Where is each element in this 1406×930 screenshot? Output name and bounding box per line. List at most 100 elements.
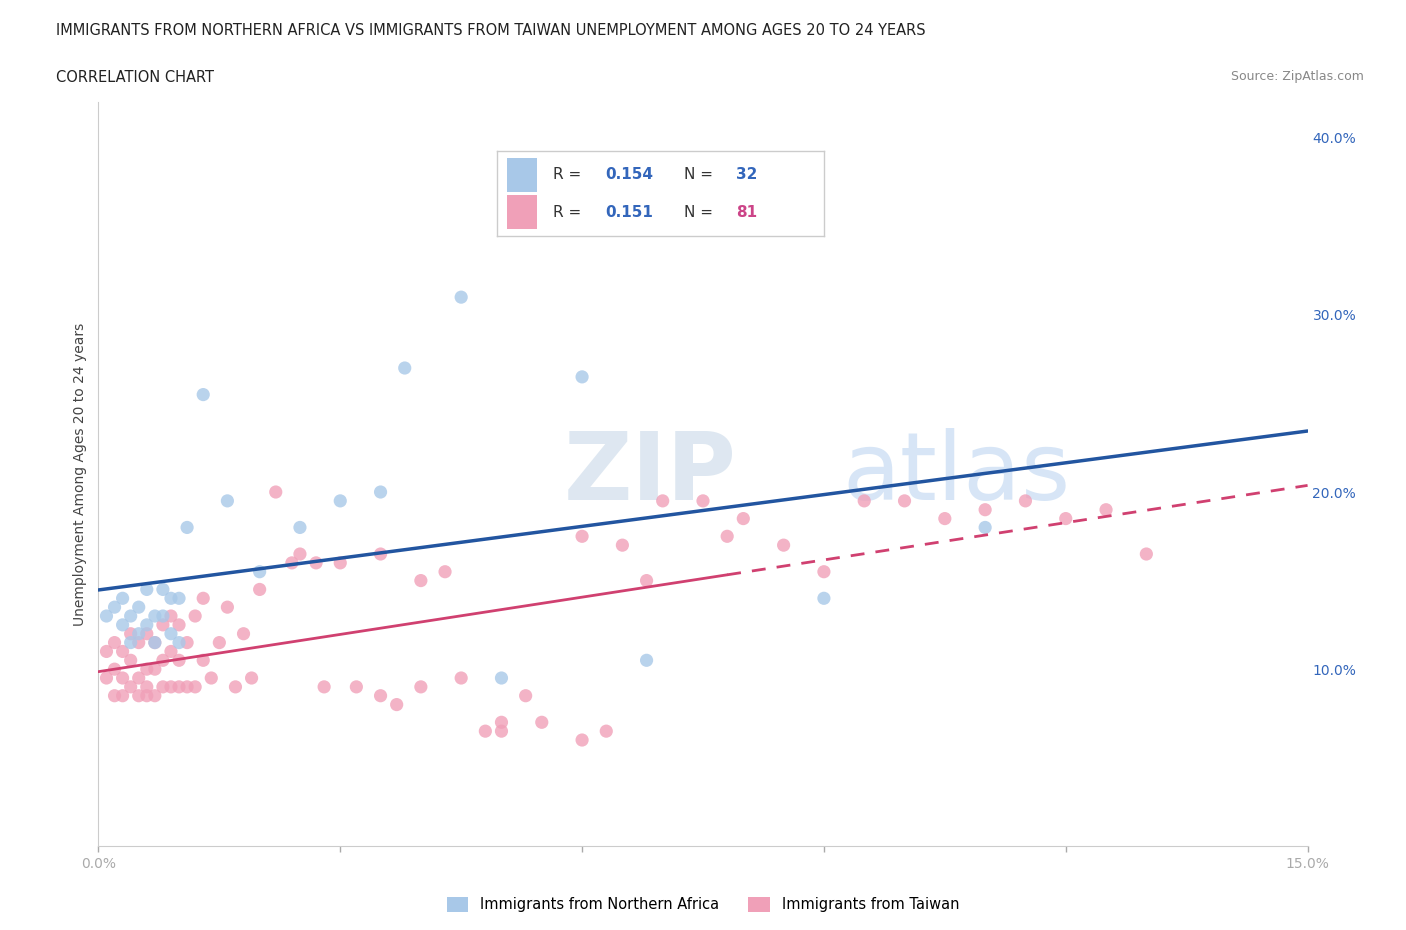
Point: [571, 733, 593, 748]
Point: [135, 582, 157, 597]
Point: [111, 591, 134, 605]
Point: [184, 680, 207, 695]
Point: [224, 680, 246, 695]
Point: [120, 608, 142, 623]
Point: [160, 626, 183, 641]
Point: [409, 680, 432, 695]
Point: [1054, 512, 1077, 526]
Point: [167, 653, 190, 668]
Point: [813, 565, 835, 579]
Point: [813, 591, 835, 605]
Point: [370, 547, 392, 562]
Text: atlas: atlas: [842, 429, 1070, 520]
Point: [450, 290, 472, 305]
Text: IMMIGRANTS FROM NORTHERN AFRICA VS IMMIGRANTS FROM TAIWAN UNEMPLOYMENT AMONG AGE: IMMIGRANTS FROM NORTHERN AFRICA VS IMMIG…: [56, 23, 927, 38]
Point: [1135, 547, 1157, 562]
Point: [176, 520, 198, 535]
Point: [853, 494, 876, 509]
Point: [111, 688, 134, 703]
Point: [128, 635, 150, 650]
Point: [152, 608, 174, 623]
Point: [160, 644, 183, 658]
Point: [394, 361, 416, 376]
Point: [314, 680, 336, 695]
Point: [733, 512, 755, 526]
Point: [288, 520, 311, 535]
Point: [974, 502, 997, 517]
Point: [167, 680, 190, 695]
Point: [249, 565, 271, 579]
Point: [651, 494, 673, 509]
Text: 0.151: 0.151: [605, 205, 652, 219]
Point: [370, 688, 392, 703]
Point: [217, 600, 239, 615]
Point: [120, 635, 142, 650]
Text: N =: N =: [683, 167, 717, 182]
Text: R =: R =: [553, 167, 586, 182]
Point: [595, 724, 617, 738]
Point: [135, 618, 157, 632]
Point: [120, 680, 142, 695]
FancyBboxPatch shape: [508, 157, 537, 192]
Point: [281, 555, 304, 570]
Text: 81: 81: [735, 205, 756, 219]
Point: [232, 626, 254, 641]
Point: [128, 671, 150, 685]
Y-axis label: Unemployment Among Ages 20 to 24 years: Unemployment Among Ages 20 to 24 years: [73, 323, 87, 626]
Point: [176, 680, 198, 695]
Text: N =: N =: [683, 205, 717, 219]
Point: [571, 529, 593, 544]
Point: [135, 662, 157, 677]
Point: [152, 582, 174, 597]
Point: [193, 387, 215, 402]
Point: [208, 635, 231, 650]
Point: [974, 520, 997, 535]
Point: [193, 591, 215, 605]
Point: [96, 608, 118, 623]
Point: [200, 671, 222, 685]
Point: [305, 555, 328, 570]
Point: [152, 618, 174, 632]
Point: [96, 644, 118, 658]
Point: [135, 626, 157, 641]
Text: ZIP: ZIP: [564, 429, 737, 520]
Point: [160, 680, 183, 695]
Text: R =: R =: [553, 205, 586, 219]
Point: [184, 608, 207, 623]
Point: [893, 494, 915, 509]
Point: [128, 626, 150, 641]
Point: [515, 688, 537, 703]
Point: [409, 573, 432, 588]
Point: [176, 635, 198, 650]
Point: [111, 671, 134, 685]
Point: [152, 653, 174, 668]
Point: [111, 644, 134, 658]
Point: [474, 724, 496, 738]
Point: [103, 600, 125, 615]
Text: CORRELATION CHART: CORRELATION CHART: [56, 70, 214, 85]
Point: [103, 662, 125, 677]
Point: [370, 485, 392, 499]
Point: [240, 671, 263, 685]
Point: [160, 591, 183, 605]
Point: [143, 608, 166, 623]
Point: [152, 680, 174, 695]
Point: [1095, 502, 1118, 517]
Point: [934, 512, 956, 526]
Point: [167, 591, 190, 605]
Point: [491, 724, 513, 738]
Text: 0.154: 0.154: [605, 167, 654, 182]
Point: [143, 662, 166, 677]
Point: [160, 608, 183, 623]
Point: [612, 538, 634, 552]
Point: [143, 635, 166, 650]
Point: [571, 369, 593, 384]
Point: [249, 582, 271, 597]
Point: [103, 635, 125, 650]
Point: [264, 485, 287, 499]
Text: Source: ZipAtlas.com: Source: ZipAtlas.com: [1230, 70, 1364, 83]
Point: [120, 653, 142, 668]
Point: [193, 653, 215, 668]
Point: [135, 688, 157, 703]
Point: [329, 494, 352, 509]
